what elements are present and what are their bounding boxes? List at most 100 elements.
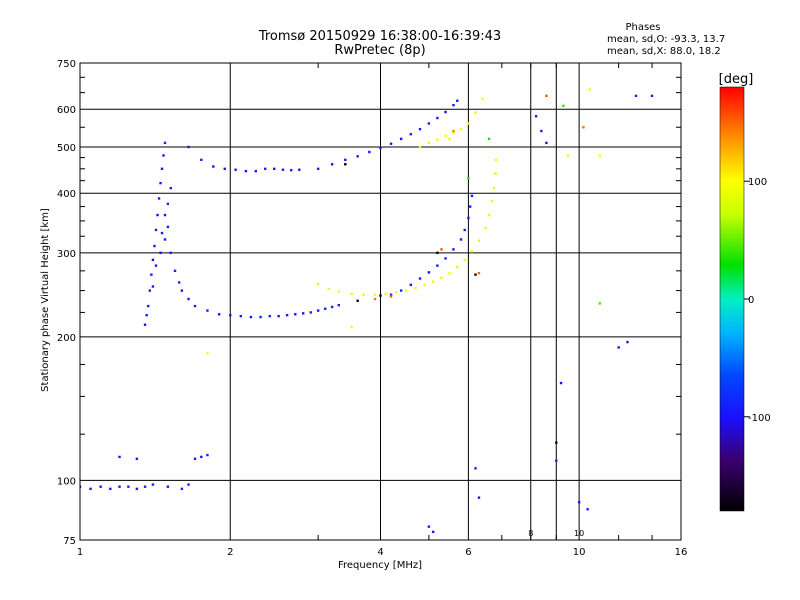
- data-point: [459, 127, 463, 131]
- data-point: [200, 158, 203, 162]
- y-tick-label: 75: [63, 536, 76, 547]
- x-minor-tick-label: 10: [574, 529, 584, 538]
- data-point: [444, 110, 447, 114]
- data-point: [268, 314, 271, 318]
- data-point: [206, 351, 209, 355]
- data-point: [559, 381, 563, 385]
- data-point: [448, 137, 451, 141]
- data-point: [467, 122, 470, 125]
- data-point: [99, 485, 102, 488]
- data-point: [350, 292, 353, 296]
- data-point: [259, 315, 262, 319]
- data-point: [399, 289, 403, 292]
- data-point: [414, 286, 417, 290]
- data-point: [477, 239, 481, 242]
- y-tick-label: 600: [57, 105, 76, 116]
- data-point: [206, 309, 209, 312]
- data-point: [193, 457, 197, 460]
- data-point: [452, 129, 455, 133]
- data-point: [481, 97, 484, 101]
- data-point: [389, 295, 393, 298]
- data-point: [277, 314, 280, 318]
- colorbar-ticks: -100 0 100: [744, 177, 771, 424]
- data-point: [187, 145, 190, 149]
- data-point: [427, 122, 431, 125]
- data-point: [89, 487, 92, 491]
- data-point: [409, 283, 412, 287]
- data-point: [436, 138, 439, 141]
- data-point: [154, 264, 158, 267]
- data-point: [459, 238, 463, 241]
- data-point: [474, 467, 477, 470]
- data-point: [431, 530, 435, 534]
- data-point: [418, 277, 422, 280]
- data-point: [163, 213, 167, 217]
- data-point: [337, 303, 341, 307]
- colorbar: [719, 86, 745, 512]
- data-point: [566, 154, 570, 157]
- data-point: [160, 231, 164, 235]
- y-tick-label: 100: [57, 476, 76, 487]
- data-point: [463, 228, 466, 232]
- data-point: [118, 455, 121, 459]
- data-point: [173, 269, 177, 273]
- data-point: [394, 291, 398, 294]
- data-point: [379, 294, 382, 297]
- data-point: [294, 313, 297, 316]
- data-point: [444, 134, 447, 137]
- data-point: [470, 250, 474, 253]
- data-point: [187, 483, 190, 486]
- data-point: [234, 168, 237, 171]
- data-point: [436, 251, 439, 255]
- y-tick-label: 750: [57, 59, 76, 70]
- data-point: [384, 292, 388, 296]
- phases-x-stats: mean, sd,X: 88.0, 18.2: [607, 46, 721, 57]
- data-point: [298, 168, 301, 171]
- data-point: [151, 285, 155, 288]
- data-point: [135, 457, 139, 460]
- data-point: [540, 129, 543, 133]
- data-point: [582, 126, 585, 129]
- data-point: [467, 177, 470, 180]
- data-point: [159, 181, 162, 185]
- data-point: [316, 282, 320, 286]
- data-point: [159, 251, 162, 255]
- data-point: [373, 293, 377, 296]
- x-axis-ticks: 1 2 4 6 10 16 8 10: [77, 63, 687, 558]
- data-point: [577, 501, 581, 504]
- data-point: [150, 273, 153, 276]
- data-point: [143, 323, 147, 326]
- data-point: [534, 115, 538, 118]
- x-tick-label: 4: [377, 547, 383, 558]
- y-tick-label: 300: [57, 249, 76, 260]
- data-point: [187, 297, 190, 301]
- data-point: [249, 315, 253, 319]
- y-tick-label: 400: [57, 189, 76, 200]
- data-point: [545, 141, 548, 145]
- data-point: [356, 155, 359, 158]
- data-point: [281, 168, 285, 171]
- data-point: [153, 244, 156, 248]
- data-point: [330, 305, 334, 309]
- data-point: [598, 302, 601, 305]
- data-point: [239, 314, 243, 318]
- data-point: [494, 158, 498, 162]
- data-point: [448, 271, 451, 275]
- data-point: [147, 304, 150, 308]
- chart-title: Tromsø 20150929 16:38:00-16:39:43: [258, 29, 501, 44]
- data-point: [456, 99, 459, 102]
- data-point: [330, 163, 334, 166]
- data-point: [598, 154, 601, 157]
- data-point: [206, 453, 209, 457]
- data-point: [143, 485, 147, 488]
- data-point: [151, 483, 155, 486]
- data-point: [180, 487, 184, 491]
- data-point: [431, 280, 435, 283]
- data-point: [470, 194, 474, 198]
- data-point: [368, 150, 371, 154]
- y-tick-label: 500: [57, 143, 76, 154]
- data-point: [212, 165, 215, 168]
- data-point: [494, 172, 497, 175]
- data-point: [404, 289, 408, 292]
- data-point: [316, 309, 320, 312]
